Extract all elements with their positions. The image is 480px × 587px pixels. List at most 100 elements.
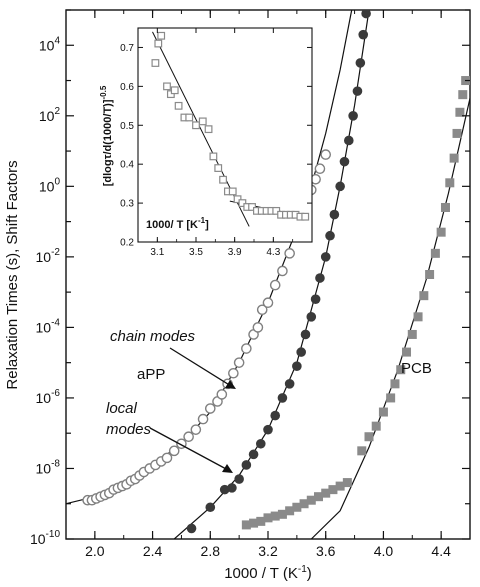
local-modes-label-line1: local [106, 400, 138, 417]
series-1-point [310, 294, 321, 304]
series-0-point [277, 265, 288, 277]
series-2-point [452, 128, 462, 138]
inset-point [204, 125, 213, 134]
y-tick-label: 10-10 [30, 529, 60, 547]
inset-point [214, 164, 223, 172]
series-1-point [329, 209, 340, 220]
inset-point [154, 39, 163, 48]
x-tick-label: 4.0 [374, 543, 394, 559]
local-modes-arrow [149, 427, 229, 471]
series-1-point [306, 312, 317, 322]
series-1-point [186, 523, 197, 534]
inset-plot: 3.1 3.5 3.9 4.3 0.2 0.3 0.4 0.5 0.6 0.7 1000/ T … [99, 27, 313, 258]
series-2-point [270, 511, 280, 521]
chain-modes-arrow [169, 347, 232, 387]
inset-point [198, 117, 207, 126]
series-1-point [348, 111, 358, 121]
series-2-point [364, 432, 374, 442]
main-y-axis-title: Relaxation Times (s), Shift Factors [4, 160, 21, 389]
series-1-point [300, 329, 311, 340]
series-2-point [306, 495, 316, 505]
series-0-point [241, 343, 252, 354]
series-0-point [314, 163, 326, 174]
series-0-point [190, 424, 202, 435]
local-modes-label-line2: modes [106, 421, 152, 438]
inset-point [192, 121, 200, 130]
series-2-point [335, 481, 345, 491]
inset-y-tick-label: 0.4 [120, 160, 134, 171]
inset-point [301, 212, 310, 221]
series-2-point [386, 393, 396, 403]
series-2-point [249, 518, 259, 528]
inset-x-tick-label: 3.5 [189, 247, 203, 258]
series-2-point [378, 407, 388, 417]
chain-modes-arrowhead [225, 380, 236, 389]
y-tick-label: 10-6 [36, 388, 61, 406]
main-y-axis: 10-10 10-8 10-6 10-4 10-2 100 102 104 [30, 9, 470, 547]
series-2-point [285, 506, 295, 516]
fit-curve-2 [310, 98, 470, 539]
inset-point [151, 59, 160, 67]
x-tick-label: 3.2 [258, 543, 278, 559]
series-2-point [455, 107, 465, 117]
series-1-point [263, 424, 273, 435]
series-1-point [296, 347, 306, 357]
series-2-point [449, 153, 459, 163]
series-0-point [161, 452, 173, 464]
series-2-point [263, 513, 273, 523]
series-1-point [241, 460, 252, 470]
series-1-point [227, 483, 237, 493]
inset-y-axis-title: [dlogτ/d(1000/T)]-0.5 [99, 85, 114, 186]
inset-y-tick-label: 0.3 [120, 199, 134, 210]
inset-point [185, 113, 194, 122]
series-2-point [342, 478, 352, 488]
series-1-point [344, 135, 354, 146]
inset-x-axis-title: 1000/ T [K-1] [146, 216, 209, 231]
series-1-point [277, 393, 288, 403]
series-2-point [430, 248, 440, 258]
main-x-axis-title: 1000 / T (K-1) [224, 564, 312, 582]
inset-point [157, 31, 166, 40]
x-tick-label: 2.8 [201, 543, 221, 559]
series-2-point [413, 312, 423, 322]
inset-plot-background [138, 28, 312, 242]
series-1-point [219, 484, 230, 495]
series-1-point [335, 181, 345, 192]
series-0-point [252, 322, 264, 333]
series-1-point [361, 10, 371, 19]
series-2-point [314, 492, 323, 502]
series-0-point [262, 297, 274, 309]
series-1-point [248, 449, 259, 460]
series-0-point [284, 248, 295, 259]
y-tick-label: 102 [39, 106, 61, 124]
inset-point [219, 175, 227, 184]
inset-point [170, 86, 179, 95]
series-2-point [419, 291, 429, 301]
series-1-point [325, 230, 335, 241]
series-2-point [390, 379, 400, 389]
series-2-point [396, 365, 406, 375]
series-1-point [292, 361, 302, 371]
series-2-point [371, 421, 381, 431]
inset-y-tick-label: 0.2 [120, 238, 134, 249]
main-x-axis: 2.0 2.4 2.8 3.2 3.6 4.0 4.4 [65, 10, 471, 559]
series-0-point [183, 431, 194, 443]
x-tick-label: 2.4 [143, 543, 163, 559]
series-0-point [216, 389, 228, 400]
inset-point [209, 152, 218, 161]
inset-x-tick-label: 4.3 [266, 247, 280, 258]
series-1-point [234, 474, 244, 484]
series-2-point [328, 485, 338, 495]
series-0-point [269, 279, 281, 291]
y-tick-label: 10-8 [36, 458, 61, 476]
annotations: chain modes aPP local modes PCB [106, 328, 432, 473]
y-tick-label: 10-2 [36, 247, 61, 265]
inset-x-tick-label: 3.9 [228, 247, 242, 258]
inset-y-tick-label: 0.7 [120, 43, 134, 54]
series-1-point [270, 410, 281, 421]
series-2-point [458, 90, 468, 100]
inset-plot-frame [137, 27, 313, 243]
series-1-point [358, 29, 369, 40]
x-tick-label: 4.4 [431, 543, 451, 559]
series-2-point [292, 502, 302, 512]
